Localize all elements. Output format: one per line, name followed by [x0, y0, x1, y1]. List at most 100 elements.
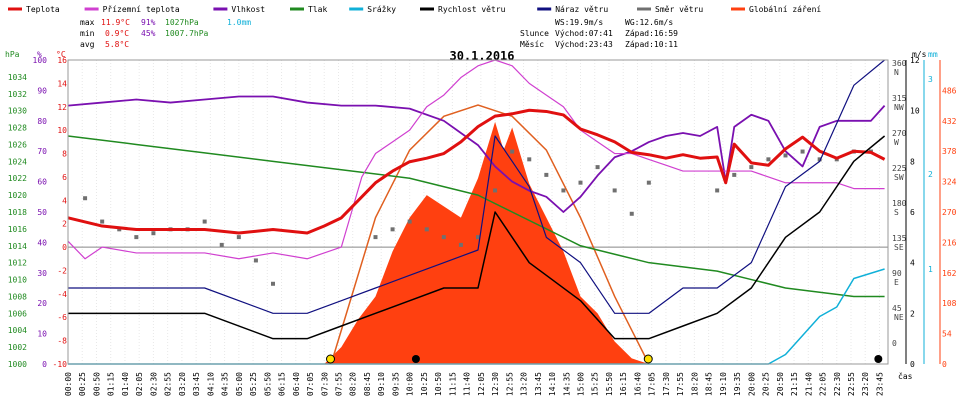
x-tick-label: 19:35	[733, 372, 742, 396]
wind-dir-tick: 180	[892, 199, 907, 208]
wind-dir-point	[390, 227, 395, 232]
wind-dir-point	[236, 235, 241, 240]
humidity-line	[67, 95, 886, 213]
info-moonrise: Východ:23:43	[555, 40, 613, 49]
axis-header-cas: čas	[898, 371, 913, 381]
y-tick-humidity_pct: 70	[37, 147, 47, 156]
axis-header-hpa: hPa	[5, 50, 20, 59]
legend-label-8: Globální záření	[749, 5, 821, 14]
y-tick-pressure_hpa: 1014	[8, 242, 27, 251]
x-tick-label: 10:50	[434, 372, 443, 396]
x-tick-label: 07:05	[306, 372, 315, 396]
y-tick-humidity_pct: 0	[42, 360, 47, 369]
x-tick-label: 00:50	[92, 372, 101, 396]
y-tick-pressure_hpa: 1016	[8, 225, 27, 234]
x-tick-label: 19:10	[719, 372, 728, 396]
ground-temp-line	[67, 59, 885, 260]
legend: Teplota Přízemní teplota Vlhkost Tlak Srážky…	[8, 5, 821, 14]
x-tick-label: 17:30	[662, 372, 671, 396]
moonset-marker	[411, 355, 420, 363]
y-tick-pressure_hpa: 1030	[8, 107, 27, 116]
axis-header-pct: %	[37, 50, 42, 59]
wind-dir-label: N	[894, 68, 899, 77]
y-tick-temperature_c: 2	[62, 220, 67, 229]
legend-label-7: Směr větru	[655, 5, 703, 14]
x-tick-label: 16:40	[633, 372, 642, 396]
wind-dir-tick: 360	[892, 59, 907, 68]
wind-dir-point	[578, 180, 583, 185]
stat-min-press: 1007.7hPa	[165, 29, 209, 38]
y-tick-pressure_hpa: 1018	[8, 208, 27, 217]
y-tick-pressure_hpa: 1034	[8, 73, 27, 82]
axis-header-degc: °C	[56, 50, 66, 59]
rain-tick: 1	[928, 265, 933, 274]
y-tick-pressure_hpa: 1004	[8, 326, 27, 335]
y-tick-temperature_c: -6	[57, 313, 67, 322]
y-tick-humidity_pct: 40	[37, 238, 47, 247]
wind-dir-point	[373, 235, 378, 240]
x-tick-label: 18:45	[705, 372, 714, 396]
legend-label-3: Tlak	[308, 5, 327, 14]
wind-dir-label: E	[894, 278, 899, 287]
wind-dir-point	[629, 211, 634, 216]
stat-max-press: 1027hPa	[165, 18, 199, 27]
y-tick-humidity_pct: 60	[37, 178, 47, 187]
x-tick-label: 12:30	[491, 372, 500, 396]
y-tick-pressure_hpa: 1006	[8, 309, 27, 318]
y-tick-temperature_c: -10	[53, 360, 68, 369]
x-tick-label: 11:15	[448, 372, 457, 396]
y-tick-temperature_c: -4	[57, 290, 67, 299]
y-tick-pressure_hpa: 1008	[8, 292, 27, 301]
legend-label-5: Rychlost větru	[438, 5, 506, 14]
y-tick-pressure_hpa: 1010	[8, 276, 27, 285]
x-tick-label: 23:20	[861, 372, 870, 396]
y-tick-pressure_hpa: 1022	[8, 174, 27, 183]
x-tick-label: 12:05	[477, 372, 486, 396]
y-tick-temperature_c: 0	[62, 243, 67, 252]
wind-dir-point	[253, 258, 258, 263]
x-tick-label: 11:40	[463, 372, 472, 396]
x-tick-label: 22:05	[819, 372, 828, 396]
wind-speed-tick: 8	[910, 157, 915, 166]
wind-speed-tick: 12	[910, 56, 920, 65]
radiation-tick: 378	[942, 147, 957, 156]
wind-dir-point	[151, 231, 156, 236]
wind-dir-point	[612, 188, 617, 193]
plot-area	[67, 59, 888, 365]
y-tick-pressure_hpa: 1026	[8, 140, 27, 149]
wind-dir-point	[117, 227, 122, 232]
wind-dir-point	[715, 188, 720, 193]
wind-dir-point	[476, 235, 480, 240]
x-tick-label: 20:00	[747, 372, 756, 396]
radiation-area	[324, 121, 649, 364]
x-tick-label: 02:55	[164, 372, 173, 396]
wind-speed-tick: 4	[910, 259, 915, 268]
y-tick-humidity_pct: 90	[37, 86, 47, 95]
x-tick-label: 20:25	[762, 372, 771, 396]
x-tick-label: 08:45	[363, 372, 372, 396]
y-tick-temperature_c: 10	[57, 126, 67, 135]
wind-dir-point	[202, 219, 207, 224]
radiation-tick: 432	[942, 117, 957, 126]
wind-dir-point	[424, 227, 429, 232]
legend-label-6: Náraz větru	[555, 5, 608, 14]
x-tick-label: 07:30	[320, 372, 329, 396]
x-tick-label: 13:45	[534, 372, 543, 396]
x-tick-label: 01:15	[107, 372, 116, 396]
rain-line	[68, 268, 885, 365]
wind-dir-tick: 90	[892, 269, 902, 278]
wind-dir-point	[527, 157, 532, 162]
wind-dir-point	[646, 180, 651, 185]
wind-speed-tick: 0	[910, 360, 915, 369]
wind-dir-tick: 0	[892, 339, 897, 348]
radiation-tick: 162	[942, 269, 957, 278]
radiation-tick: 486	[942, 86, 957, 95]
plot-frame	[67, 59, 889, 365]
radiation-tick: 54	[942, 330, 952, 339]
y-tick-temperature_c: 16	[57, 56, 67, 65]
stat-avg-label: avg	[80, 40, 95, 49]
wind-dir-point	[561, 188, 566, 193]
x-tick-label: 04:10	[206, 372, 215, 396]
info-sunrise: Východ:07:41	[555, 29, 613, 38]
